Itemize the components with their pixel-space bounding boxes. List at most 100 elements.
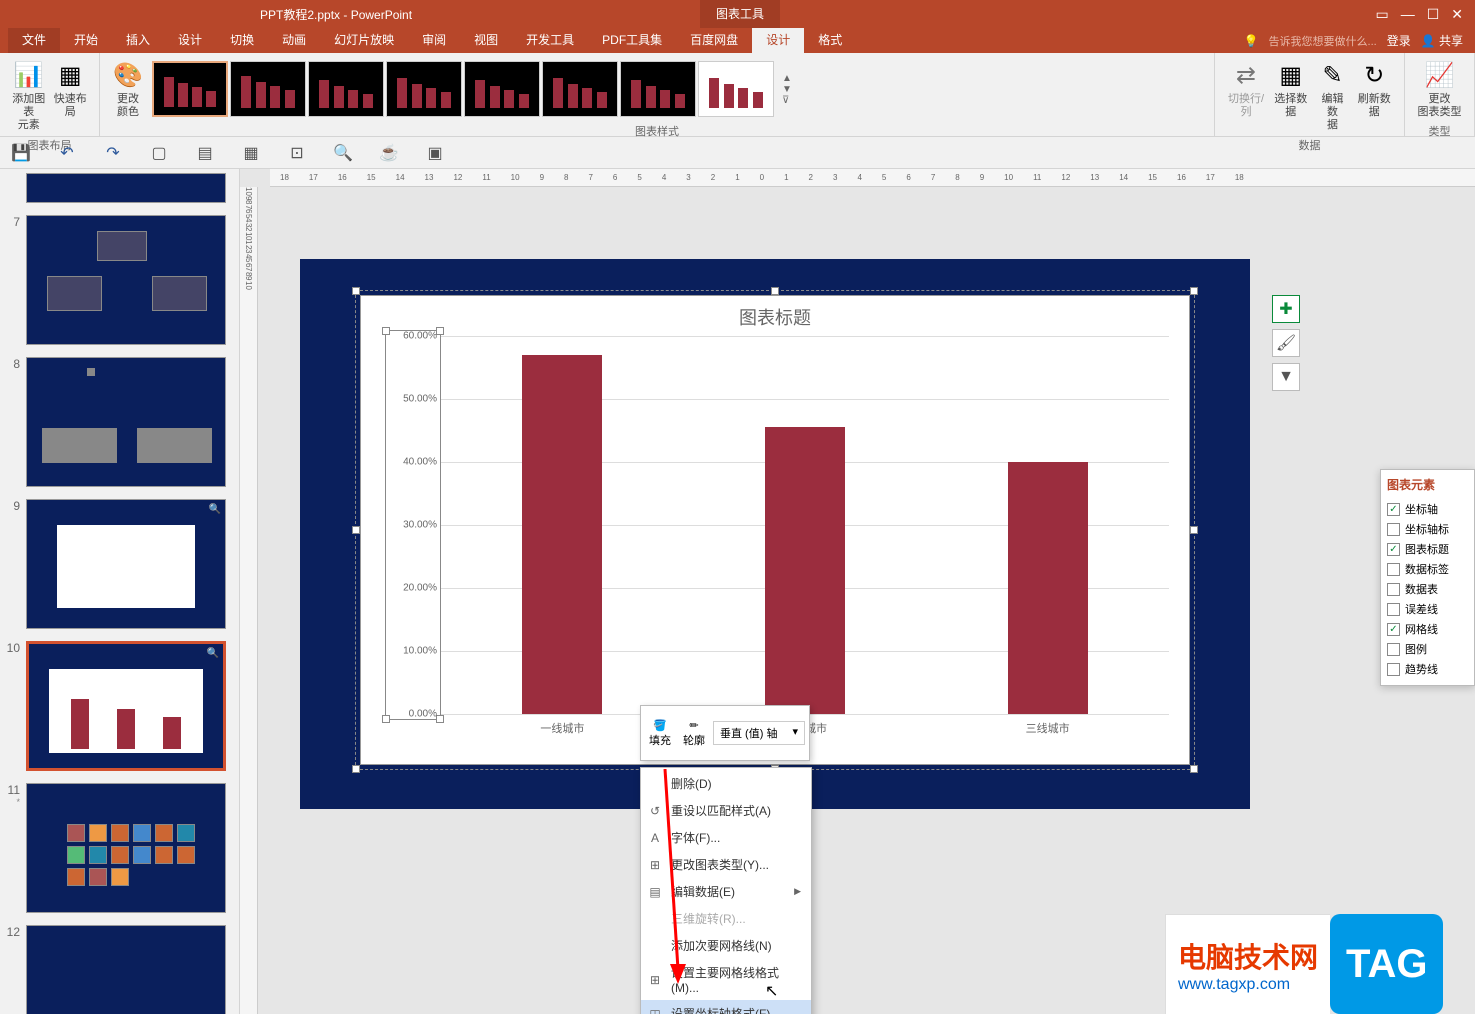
maximize-icon[interactable]: ☐ bbox=[1427, 6, 1440, 23]
chart-style-7[interactable] bbox=[620, 61, 696, 117]
chart-element-option[interactable]: ✓坐标轴 bbox=[1387, 499, 1468, 519]
gallery-up-icon[interactable]: ▲ bbox=[782, 73, 792, 84]
selection-handle[interactable] bbox=[352, 765, 360, 773]
context-menu-item[interactable]: 删除(D) bbox=[641, 770, 811, 797]
context-menu-item[interactable]: ↺重设以匹配样式(A) bbox=[641, 797, 811, 824]
tab-设计[interactable]: 设计 bbox=[164, 28, 216, 53]
chart-element-option[interactable]: ✓图表标题 bbox=[1387, 539, 1468, 559]
chart-filters-button[interactable]: ▼ bbox=[1272, 363, 1300, 391]
tab-PDF工具集[interactable]: PDF工具集 bbox=[588, 28, 676, 53]
chart-title[interactable]: 图表标题 bbox=[361, 296, 1189, 338]
login-button[interactable]: 登录 bbox=[1387, 32, 1411, 49]
slide-thumb-10[interactable]: 🔍 bbox=[26, 641, 226, 771]
context-menu-item[interactable]: ⊞设置主要网格线格式(M)... bbox=[641, 959, 811, 1000]
undo-icon[interactable]: ↶ bbox=[58, 144, 76, 162]
slide-thumb-7[interactable] bbox=[26, 215, 226, 345]
chart-styles-button[interactable]: 🖌 bbox=[1272, 329, 1300, 357]
select-data-button[interactable]: ▦ 选择数据 bbox=[1269, 57, 1313, 135]
swap-row-col-button[interactable]: ⇄ 切换行/列 bbox=[1223, 57, 1269, 135]
chart-element-option[interactable]: 趋势线 bbox=[1387, 659, 1468, 679]
tab-插入[interactable]: 插入 bbox=[112, 28, 164, 53]
refresh-data-button[interactable]: ↻ 刷新数据 bbox=[1353, 57, 1397, 135]
context-menu-item[interactable]: ▤编辑数据(E)▶ bbox=[641, 878, 811, 905]
tab-视图[interactable]: 视图 bbox=[460, 28, 512, 53]
change-chart-type-button[interactable]: 📈 更改 图表类型 bbox=[1414, 57, 1466, 121]
context-menu-item[interactable]: ◫设置坐标轴格式(F)... bbox=[641, 1000, 811, 1014]
slide-panel[interactable]: 789🔍10🔍11*12 bbox=[0, 169, 240, 1014]
chart-element-option[interactable]: 坐标轴标 bbox=[1387, 519, 1468, 539]
chart-element-option[interactable]: 数据标签 bbox=[1387, 559, 1468, 579]
chart-style-5[interactable] bbox=[464, 61, 540, 117]
y-axis[interactable]: 60.00%50.00%40.00%30.00%20.00%10.00%0.00… bbox=[391, 336, 441, 714]
bar-二线城市[interactable] bbox=[765, 427, 845, 714]
tab-幻灯片放映[interactable]: 幻灯片放映 bbox=[320, 28, 408, 53]
chart-elements-button[interactable]: ✚ bbox=[1272, 295, 1300, 323]
slide-thumb-8[interactable] bbox=[26, 357, 226, 487]
tab-设计[interactable]: 设计 bbox=[752, 28, 804, 53]
tab-开发工具[interactable]: 开发工具 bbox=[512, 28, 588, 53]
chart-element-option[interactable]: ✓网格线 bbox=[1387, 619, 1468, 639]
share-button[interactable]: 👤 共享 bbox=[1421, 32, 1463, 49]
file-tab[interactable]: 文件 bbox=[8, 28, 60, 53]
selection-handle[interactable] bbox=[1190, 526, 1198, 534]
chart-element-option[interactable]: 数据表 bbox=[1387, 579, 1468, 599]
qa-btn-5[interactable]: ▤ bbox=[196, 144, 214, 162]
selection-handle[interactable] bbox=[436, 327, 444, 335]
qa-btn-10[interactable]: ▣ bbox=[426, 144, 444, 162]
axis-selector[interactable]: 垂直 (值) 轴▾ bbox=[713, 721, 805, 745]
save-icon[interactable]: 💾 bbox=[12, 144, 30, 162]
chart-style-8[interactable] bbox=[698, 61, 774, 117]
fill-button[interactable]: 🪣 填充 bbox=[645, 717, 675, 750]
slide-thumb-12[interactable] bbox=[26, 925, 226, 1014]
chart-tools-tab[interactable]: 图表工具 bbox=[700, 0, 780, 28]
bar-一线城市[interactable] bbox=[522, 355, 602, 714]
tab-百度网盘[interactable]: 百度网盘 bbox=[676, 28, 752, 53]
minimize-icon[interactable]: — bbox=[1401, 6, 1415, 22]
qa-btn-9[interactable]: ☕ bbox=[380, 144, 398, 162]
qa-btn-6[interactable]: ▦ bbox=[242, 144, 260, 162]
tab-动画[interactable]: 动画 bbox=[268, 28, 320, 53]
change-color-button[interactable]: 🎨 更改 颜色 bbox=[108, 57, 148, 121]
context-menu-item[interactable]: A字体(F)... bbox=[641, 824, 811, 851]
chart-style-3[interactable] bbox=[308, 61, 384, 117]
quick-layout-button[interactable]: ▦ 快速布局 bbox=[50, 57, 92, 135]
tell-me-input[interactable]: 告诉我您想要做什么... bbox=[1269, 33, 1377, 49]
bar-三线城市[interactable] bbox=[1008, 462, 1088, 714]
tab-开始[interactable]: 开始 bbox=[60, 28, 112, 53]
outline-button[interactable]: ✏ 轮廓 bbox=[679, 717, 709, 750]
selection-handle[interactable] bbox=[771, 287, 779, 295]
chart-style-2[interactable] bbox=[230, 61, 306, 117]
qa-btn-4[interactable]: ▢ bbox=[150, 144, 168, 162]
edit-data-button[interactable]: ✎ 编辑数 据 bbox=[1313, 57, 1353, 135]
chart-element-option[interactable]: 误差线 bbox=[1387, 599, 1468, 619]
context-menu-item[interactable]: 添加次要网格线(N) bbox=[641, 932, 811, 959]
chart-style-1[interactable] bbox=[152, 61, 228, 117]
selection-handle[interactable] bbox=[1190, 287, 1198, 295]
chart-style-6[interactable] bbox=[542, 61, 618, 117]
chart-plot-area[interactable]: 60.00%50.00%40.00%30.00%20.00%10.00%0.00… bbox=[391, 336, 1169, 714]
chart-styles-gallery[interactable] bbox=[148, 57, 778, 121]
slide-thumb-11[interactable] bbox=[26, 783, 226, 913]
chart-object[interactable]: 图表标题 60.00%50.00%40.00%30.00%20.00%10.00… bbox=[360, 295, 1190, 765]
gallery-more-icon[interactable]: ⊽ bbox=[782, 95, 792, 106]
gallery-down-icon[interactable]: ▼ bbox=[782, 84, 792, 95]
selection-handle[interactable] bbox=[382, 715, 390, 723]
context-menu-item[interactable]: ⊞更改图表类型(Y)... bbox=[641, 851, 811, 878]
tab-格式[interactable]: 格式 bbox=[804, 28, 856, 53]
selection-handle[interactable] bbox=[1190, 765, 1198, 773]
selection-handle[interactable] bbox=[352, 526, 360, 534]
qa-btn-7[interactable]: ⊡ bbox=[288, 144, 306, 162]
add-chart-element-button[interactable]: 📊 添加图表 元素 bbox=[8, 57, 50, 135]
tab-审阅[interactable]: 审阅 bbox=[408, 28, 460, 53]
qa-btn-8[interactable]: 🔍 bbox=[334, 144, 352, 162]
chart-style-4[interactable] bbox=[386, 61, 462, 117]
slide-thumb-9[interactable]: 🔍 bbox=[26, 499, 226, 629]
chart-element-option[interactable]: 图例 bbox=[1387, 639, 1468, 659]
selection-handle[interactable] bbox=[382, 327, 390, 335]
slide-thumb-6[interactable] bbox=[26, 173, 226, 203]
close-icon[interactable]: ✕ bbox=[1451, 6, 1463, 23]
selection-handle[interactable] bbox=[352, 287, 360, 295]
redo-icon[interactable]: ↷ bbox=[104, 144, 122, 162]
ribbon-options-icon[interactable]: ▭ bbox=[1375, 6, 1388, 23]
tab-切换[interactable]: 切换 bbox=[216, 28, 268, 53]
